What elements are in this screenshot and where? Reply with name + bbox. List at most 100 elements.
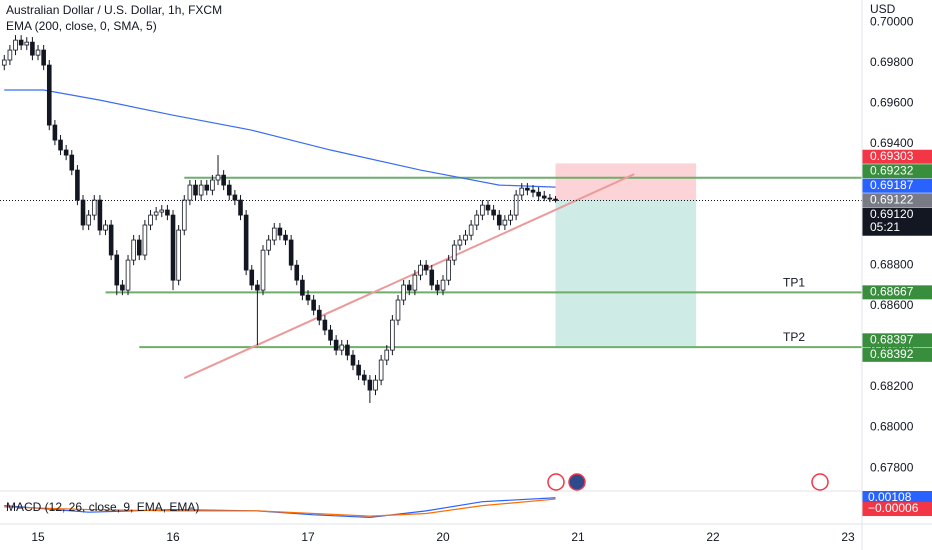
candle-body bbox=[350, 354, 356, 366]
currency-label: USD bbox=[870, 2, 896, 16]
candle-body bbox=[260, 249, 266, 291]
event-icon[interactable] bbox=[811, 473, 829, 491]
candle-body bbox=[142, 224, 148, 256]
candle-body bbox=[322, 319, 328, 331]
candle-body bbox=[243, 214, 249, 271]
price-tag bbox=[862, 333, 932, 348]
candle-body bbox=[266, 239, 271, 251]
candle-body bbox=[41, 49, 46, 66]
price-tag bbox=[862, 347, 932, 362]
event-icon[interactable] bbox=[547, 473, 565, 491]
countdown-label: 05:21 bbox=[870, 220, 900, 234]
candle-body bbox=[255, 284, 260, 291]
candle-body bbox=[131, 239, 136, 261]
candle-body bbox=[136, 239, 142, 256]
candle-body bbox=[333, 339, 339, 351]
price-tag-label: 0.00108 bbox=[868, 490, 912, 504]
y-tick-label: 0.69800 bbox=[870, 55, 914, 69]
candle-body bbox=[412, 274, 418, 291]
candle-body bbox=[226, 184, 232, 196]
candle-body bbox=[508, 214, 513, 221]
level-label: TP2 bbox=[783, 330, 805, 344]
price-tag-label: 0.68397 bbox=[870, 333, 914, 347]
candle-body bbox=[288, 239, 294, 266]
stop-zone bbox=[555, 163, 697, 201]
candle-body bbox=[440, 279, 446, 291]
x-tick-label: 23 bbox=[841, 530, 855, 544]
y-tick-label: 0.70000 bbox=[870, 14, 914, 28]
candle-body bbox=[210, 179, 215, 191]
event-icons bbox=[547, 473, 829, 491]
price-tag-label: 0.69232 bbox=[870, 163, 914, 177]
candle-body bbox=[502, 219, 508, 226]
candle-body bbox=[373, 379, 378, 391]
candle-body bbox=[463, 234, 468, 241]
event-icon[interactable] bbox=[568, 473, 586, 491]
ema-line bbox=[4, 89, 556, 188]
y-tick-label: 0.68200 bbox=[870, 379, 914, 393]
level-label: TP1 bbox=[783, 276, 805, 290]
candle-body bbox=[474, 214, 480, 226]
price-pane: TP1 TP2 bbox=[0, 35, 862, 404]
candle-body bbox=[7, 49, 13, 61]
price-tag bbox=[862, 502, 932, 517]
candle-body bbox=[300, 279, 305, 296]
chart-title: Australian Dollar / U.S. Dollar, 1h, FXC… bbox=[6, 3, 222, 17]
candle-body bbox=[215, 174, 221, 181]
x-tick-label: 15 bbox=[31, 530, 45, 544]
price-tag-label: 0.68667 bbox=[870, 285, 914, 299]
candle-body bbox=[361, 374, 367, 381]
price-tag bbox=[862, 164, 932, 179]
x-tick-label: 16 bbox=[166, 530, 180, 544]
price-tag bbox=[862, 207, 932, 236]
candle-body bbox=[1, 59, 7, 66]
price-tag bbox=[862, 178, 932, 193]
candle-body bbox=[294, 264, 300, 281]
candle-body bbox=[35, 49, 41, 56]
candle-body bbox=[491, 209, 496, 216]
price-tag bbox=[862, 149, 932, 164]
candle-body bbox=[547, 197, 553, 200]
candle-body bbox=[176, 229, 181, 281]
candle-body bbox=[541, 195, 547, 199]
price-tag-label: 0.69120 bbox=[870, 207, 914, 221]
candle-body bbox=[165, 209, 170, 216]
candle-body bbox=[24, 41, 30, 46]
candle-body bbox=[187, 184, 193, 201]
candle-body bbox=[525, 187, 530, 191]
candle-body bbox=[103, 224, 108, 231]
price-tag bbox=[862, 285, 932, 300]
candle-body bbox=[97, 199, 103, 231]
candle-body bbox=[457, 239, 463, 246]
x-tick-label: 17 bbox=[301, 530, 315, 544]
candle-body bbox=[311, 299, 316, 311]
candle-body bbox=[513, 194, 519, 216]
candle-body bbox=[519, 187, 525, 196]
candle-body bbox=[170, 214, 176, 281]
macd-line bbox=[4, 497, 556, 519]
candle-body bbox=[153, 211, 159, 216]
candle-body bbox=[485, 204, 491, 211]
candle-body bbox=[305, 294, 311, 301]
candle-body bbox=[328, 329, 333, 341]
y-tick-label: 0.68800 bbox=[870, 258, 914, 272]
candle-body bbox=[406, 284, 412, 291]
y-tick-label: 0.69400 bbox=[870, 136, 914, 150]
candle-body bbox=[198, 184, 204, 196]
candle-body bbox=[232, 194, 238, 201]
candle-body bbox=[468, 224, 474, 236]
overlay: 0.700000.698000.696000.694000.692000.690… bbox=[31, 14, 932, 544]
price-tag-label: 0.69303 bbox=[870, 149, 914, 163]
y-tick-label: 0.69600 bbox=[870, 95, 914, 109]
candle-body bbox=[378, 359, 384, 381]
candle-body bbox=[390, 319, 395, 351]
macd-line bbox=[4, 498, 556, 517]
y-tick-label: 0.67800 bbox=[870, 460, 914, 474]
candle-body bbox=[480, 204, 485, 216]
candle-body bbox=[271, 227, 277, 241]
price-tag-label: 0.69187 bbox=[870, 178, 914, 192]
price-tag-label: 0.68392 bbox=[870, 347, 914, 361]
candle-body bbox=[148, 214, 153, 226]
candle-body bbox=[451, 244, 457, 261]
